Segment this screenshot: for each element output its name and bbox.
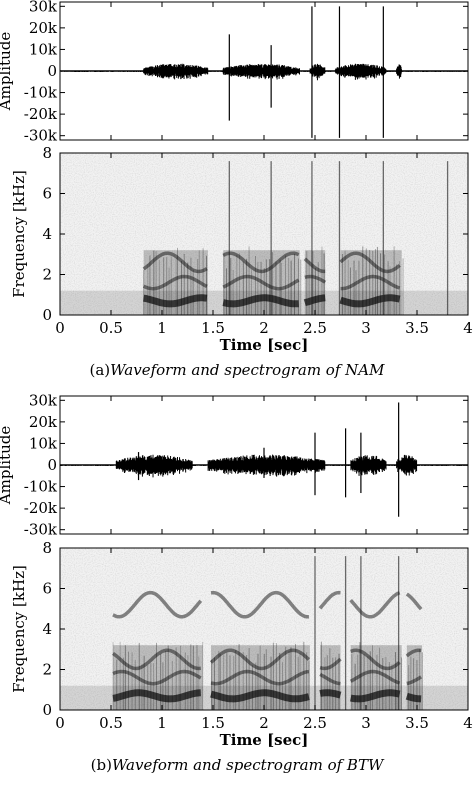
spectrogram-noise — [60, 548, 468, 710]
y-tick-label: 4 — [42, 620, 52, 638]
y-tick-label: 6 — [42, 580, 52, 598]
formant-band — [319, 689, 342, 699]
caption-a: (a)Waveform and spectrogram of NAM — [90, 361, 386, 379]
waveform-plot-a: 30k 20k 10k 0 -10k -20k -30k Amplitude — [0, 0, 469, 145]
y-tick-label: 30k — [29, 0, 58, 15]
x-tick-label: 1 — [157, 319, 167, 337]
formant-band — [319, 672, 341, 686]
y-axis-title: Amplitude — [0, 426, 14, 506]
y-tick-label: 4 — [42, 225, 52, 243]
spectrogram-noise — [60, 153, 468, 315]
formant-band — [210, 669, 310, 686]
spectrogram-plot-a: 0 2 4 6 8 0 0.5 1 1.5 2 2.5 3 3.5 4 Frequency [kHz] Tim… — [10, 144, 473, 354]
formant-band — [112, 689, 201, 703]
y-tick-label: 6 — [42, 185, 52, 203]
formant-band — [405, 592, 423, 611]
x-tick-label: 3 — [361, 319, 371, 337]
y-tick-label: -30k — [24, 127, 58, 145]
y-tick-label: 8 — [42, 539, 52, 557]
formant-band — [210, 689, 310, 703]
y-tick-label: -20k — [24, 499, 58, 517]
x-tick-label: 0.5 — [99, 319, 123, 337]
formant-band — [304, 274, 327, 284]
caption-a-label: (a) — [90, 361, 111, 379]
formant-band — [303, 294, 326, 307]
y-tick-label: 8 — [42, 144, 52, 162]
x-tick-label: 4 — [463, 319, 473, 337]
formant-band — [339, 294, 401, 308]
y-tick-label: -30k — [24, 521, 58, 539]
y-tick-label: -20k — [24, 105, 58, 123]
formant-band — [142, 274, 208, 291]
x-tick-label: 1.5 — [201, 714, 225, 732]
formant-band — [349, 591, 401, 619]
formant-band — [405, 692, 422, 703]
y-axis-title: Amplitude — [0, 32, 14, 112]
x-tick-label: 2.5 — [303, 714, 327, 732]
y-tick-label: 2 — [42, 661, 52, 679]
formant-band — [339, 251, 401, 274]
formant-band — [209, 648, 311, 671]
y-tick-label: 0 — [47, 62, 57, 80]
y-tick-label: 20k — [29, 413, 58, 431]
x-tick-label: 3.5 — [405, 714, 429, 732]
waveform-plot-b: 30k 20k 10k 0 -10k -20k -30k Amplitude — [0, 391, 469, 539]
y-tick-label: 0 — [42, 701, 52, 719]
y-axis-title: Frequency [kHz] — [10, 170, 28, 298]
y-axis-title: Frequency [kHz] — [10, 565, 28, 693]
formant-band — [111, 648, 201, 671]
formant-band — [349, 669, 401, 685]
formant-band — [222, 274, 300, 291]
formant-band — [406, 675, 423, 686]
spectrogram-plot-b: 0 2 4 6 8 0 0.5 1 1.5 2 2.5 3 3.5 4 Frequency [kHz] Tim… — [10, 539, 473, 749]
x-tick-label: 0 — [55, 319, 65, 337]
formant-band — [340, 274, 401, 291]
formant-band — [318, 590, 341, 610]
x-axis-title: Time [sec] — [220, 731, 309, 749]
formant-band — [222, 251, 300, 274]
caption-b-title: Waveform and spectrogram of BTW — [112, 756, 385, 774]
x-tick-label: 1.5 — [201, 319, 225, 337]
x-tick-label: 2.5 — [303, 319, 327, 337]
x-tick-label: 3.5 — [405, 319, 429, 337]
y-tick-label: 30k — [29, 391, 58, 409]
x-tick-label: 2 — [259, 319, 269, 337]
y-tick-label: 10k — [29, 40, 58, 58]
x-axis-title: Time [sec] — [220, 336, 309, 354]
x-tick-label: 4 — [463, 714, 473, 732]
x-tick-label: 0 — [55, 714, 65, 732]
y-tick-label: 2 — [42, 266, 52, 284]
formant-band — [142, 251, 208, 274]
formant-band — [350, 689, 401, 703]
formant-band — [210, 590, 309, 619]
y-tick-label: 0 — [47, 456, 57, 474]
formant-band — [143, 294, 208, 308]
y-tick-label: -10k — [24, 478, 58, 496]
formant-band — [405, 648, 422, 658]
formant-band — [303, 257, 326, 274]
formant-band — [222, 294, 299, 308]
caption-b-label: (b) — [91, 756, 112, 774]
y-tick-label: 20k — [29, 19, 58, 37]
x-tick-label: 2 — [259, 714, 269, 732]
caption-b: (b)Waveform and spectrogram of BTW — [91, 756, 385, 774]
formant-band — [319, 657, 342, 671]
x-tick-label: 0.5 — [99, 714, 123, 732]
x-tick-label: 1 — [157, 714, 167, 732]
y-tick-label: 10k — [29, 434, 58, 452]
formant-band — [112, 669, 202, 686]
formant-band — [350, 648, 401, 671]
y-tick-label: -10k — [24, 84, 58, 102]
y-tick-label: 0 — [42, 306, 52, 324]
formant-band — [112, 590, 203, 619]
x-tick-label: 3 — [361, 714, 371, 732]
caption-a-title: Waveform and spectrogram of NAM — [110, 361, 385, 379]
